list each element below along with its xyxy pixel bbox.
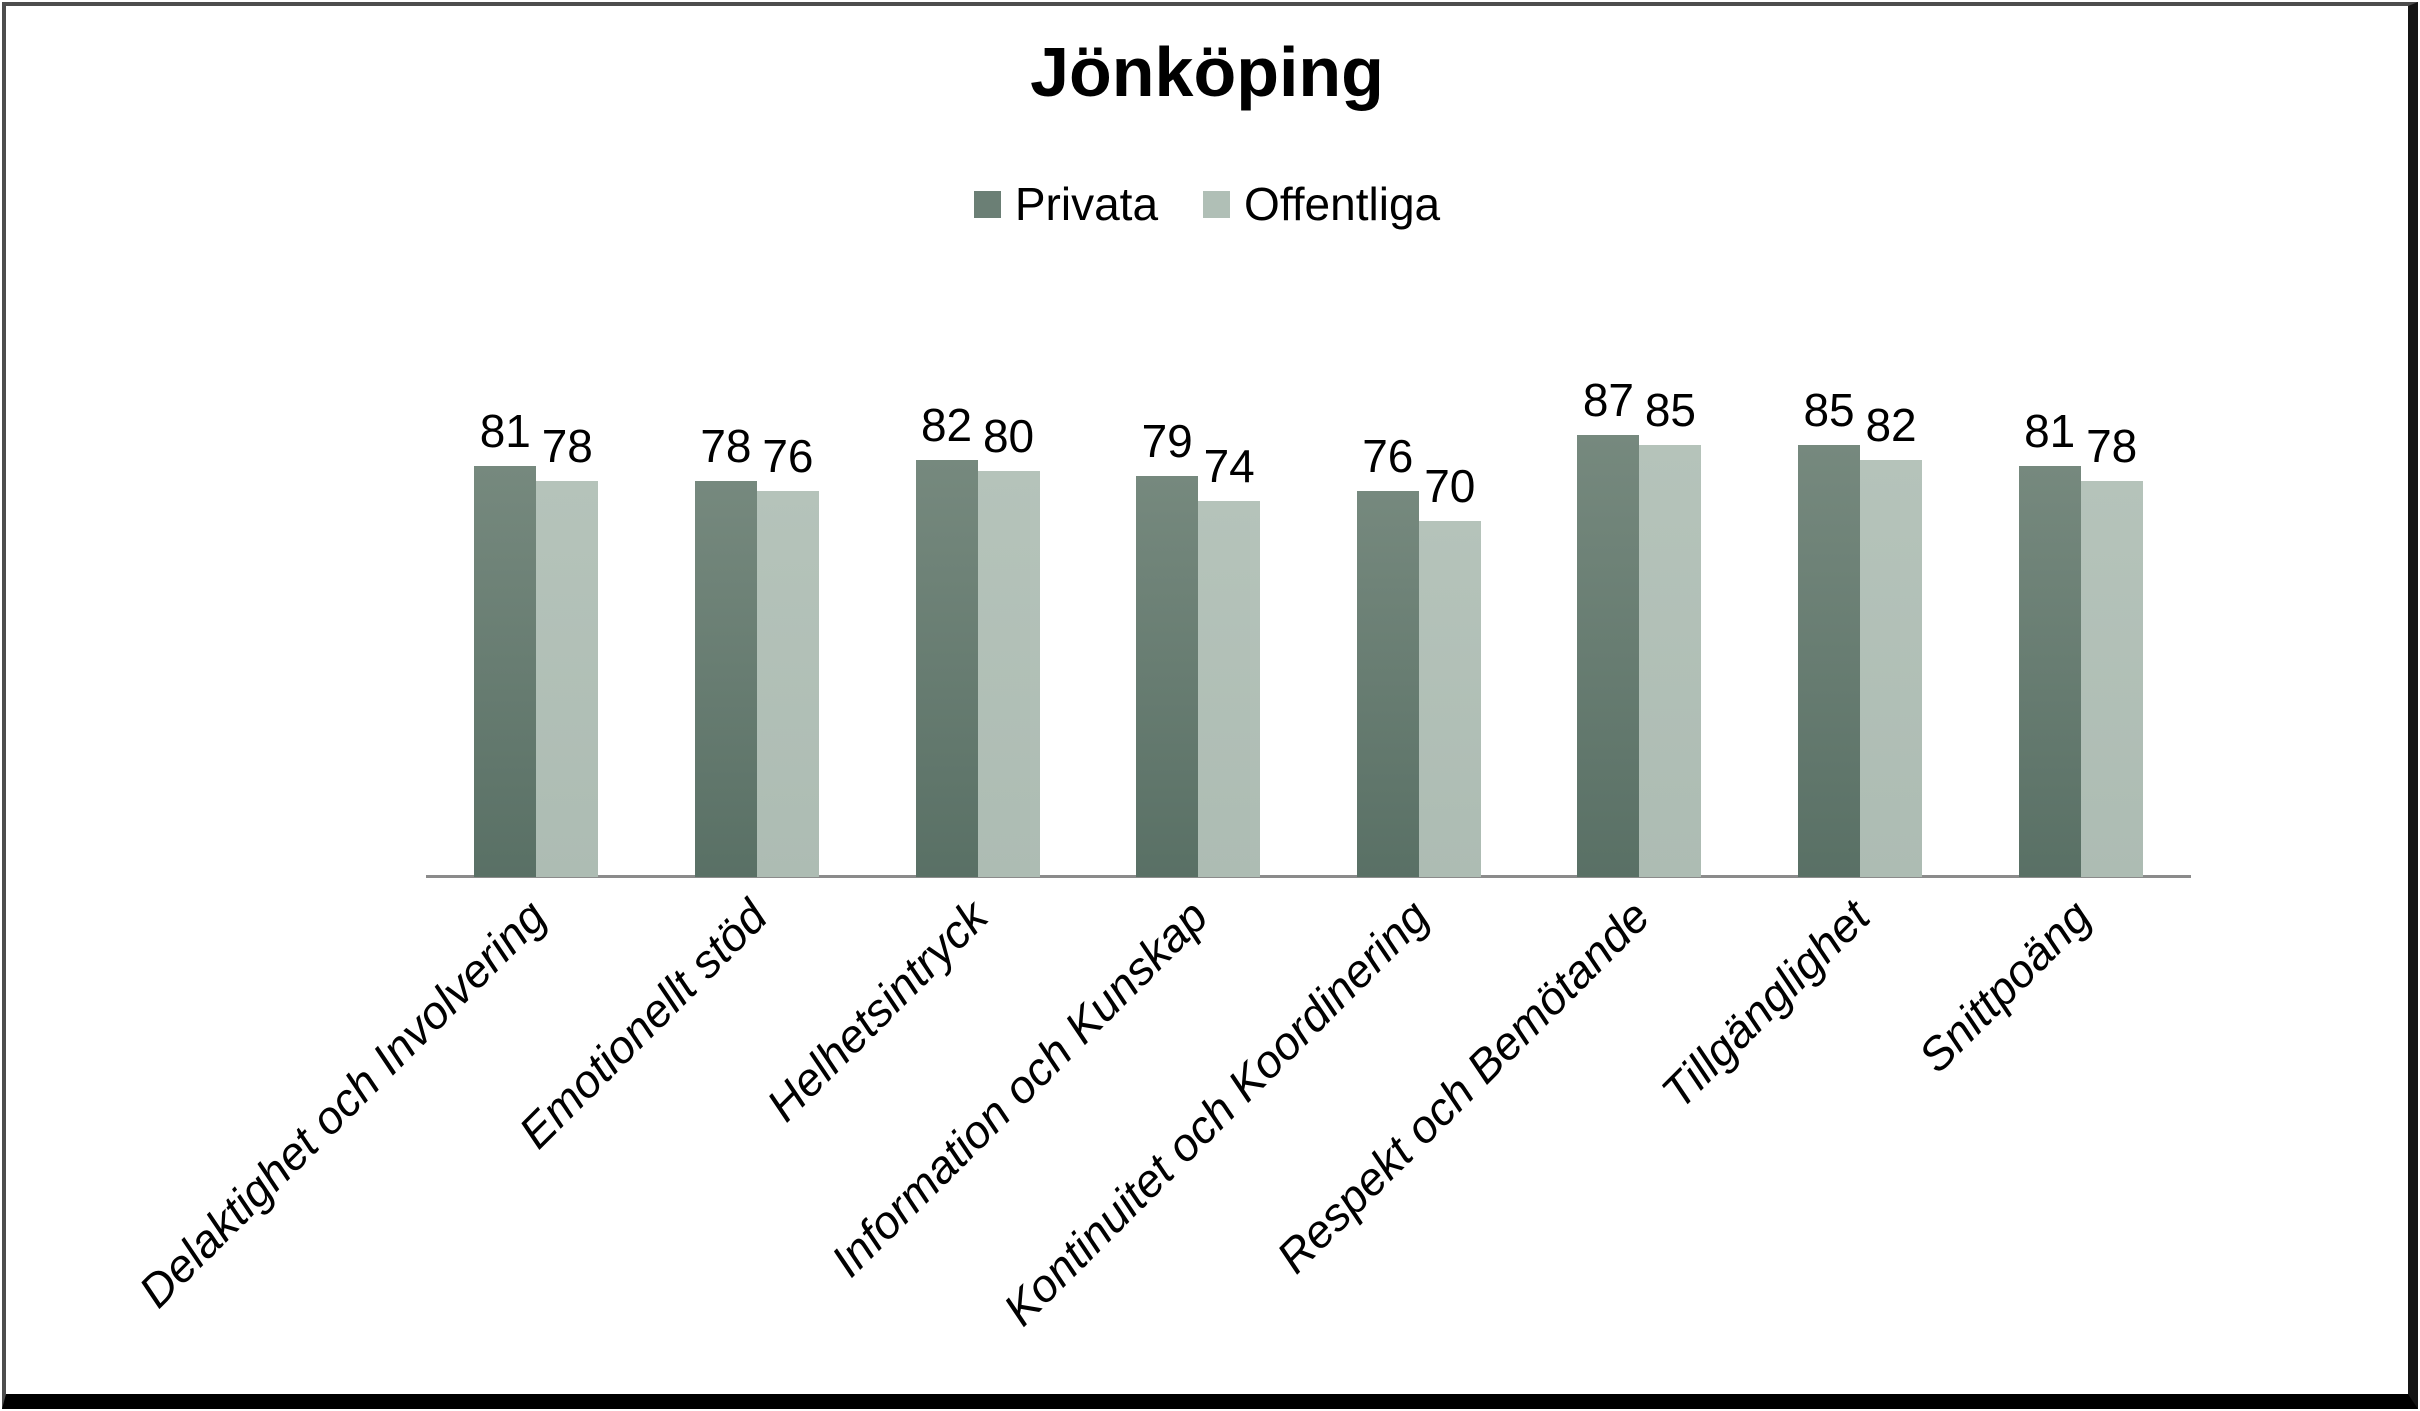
bar-offentliga-4: [1418, 521, 1481, 877]
legend-item-offentliga: Offentliga: [1203, 177, 1440, 231]
legend-label-privata: Privata: [1014, 178, 1159, 230]
x-axis-line: [426, 875, 2191, 878]
value-label-offentliga-7: 78: [2086, 420, 2138, 472]
x-label-7: Snittpoäng: [1908, 889, 2101, 1083]
bar-privata-5: [1577, 435, 1640, 877]
x-label-4: Kontinuitet och Koordinering: [993, 889, 1439, 1336]
value-label-offentliga-6: 82: [1865, 399, 1917, 451]
bar-offentliga-3: [1198, 501, 1261, 877]
x-label-0: Delaktighet och Involvering: [128, 889, 556, 1318]
value-label-offentliga-2: 80: [982, 410, 1035, 462]
legend-label-offentliga: Offentliga: [1244, 178, 1441, 230]
value-label-offentliga-4: 70: [1424, 460, 1476, 512]
x-label-6: Tillgänglighet: [1651, 889, 1880, 1119]
bar-offentliga-5: [1639, 445, 1702, 877]
bar-privata-3: [1136, 476, 1199, 877]
value-label-offentliga-0: 78: [541, 420, 593, 472]
bar-offentliga-7: [2080, 481, 2143, 877]
value-label-privata-2: 82: [920, 399, 973, 451]
bar-privata-2: [915, 460, 978, 877]
bar-privata-1: [694, 481, 757, 877]
value-label-offentliga-5: 85: [1644, 384, 1697, 436]
x-label-2: Helhetsintryck: [756, 889, 998, 1131]
bar-offentliga-1: [756, 491, 819, 877]
value-label-privata-0: 81: [479, 405, 531, 457]
x-label-5: Respekt och Bemötande: [1266, 889, 1660, 1283]
bar-privata-0: [474, 466, 537, 877]
x-label-3: Information och Kunskap: [821, 889, 1218, 1287]
value-label-offentliga-3: 74: [1203, 440, 1255, 492]
value-label-offentliga-1: 76: [762, 430, 814, 482]
legend-swatch-offentliga-icon: [1203, 190, 1231, 218]
bar-privata-6: [1798, 445, 1861, 877]
bar-offentliga-0: [536, 481, 599, 877]
plot-area: 81 78 Delaktighet och Involvering 78 76 Emoti…: [6, 6, 2408, 1394]
chart-title: Jönköping: [1030, 33, 1384, 111]
legend-swatch-privata-icon: [973, 190, 1001, 218]
bar-offentliga-6: [1860, 460, 1923, 877]
legend-item-privata: Privata: [973, 177, 1159, 231]
value-label-privata-3: 79: [1141, 415, 1193, 467]
bar-privata-4: [1356, 491, 1419, 877]
value-label-privata-1: 78: [700, 420, 752, 472]
value-label-privata-6: 85: [1803, 384, 1855, 436]
value-label-privata-7: 81: [2024, 405, 2076, 457]
bar-privata-7: [2018, 466, 2081, 877]
value-label-privata-4: 76: [1362, 430, 1414, 482]
bar-offentliga-2: [977, 471, 1040, 877]
legend: Privata Offentliga: [6, 176, 2408, 232]
value-label-privata-5: 87: [1582, 374, 1635, 426]
